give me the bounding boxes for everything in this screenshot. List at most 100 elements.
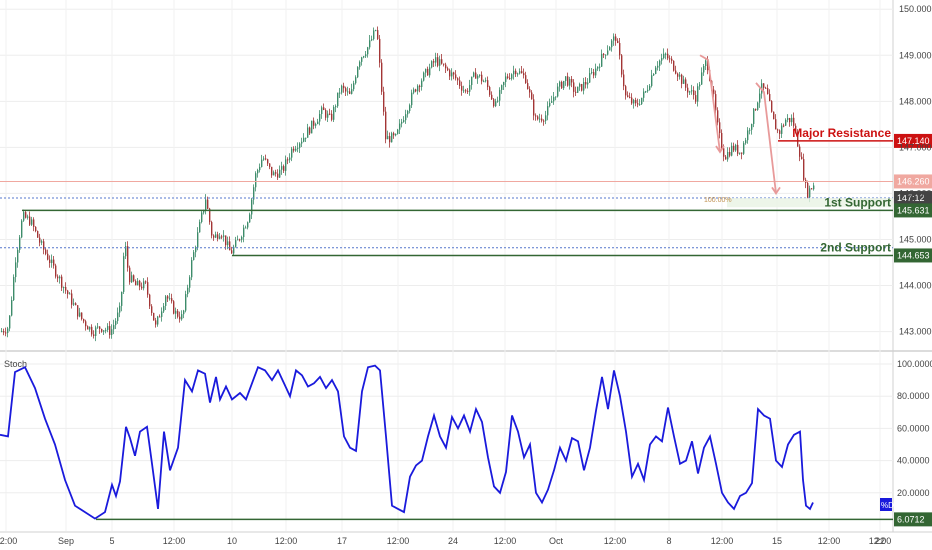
candle-body-up <box>387 136 389 140</box>
candle-body-down <box>669 58 671 60</box>
candle-body-up <box>483 81 485 83</box>
candle-body-up <box>255 173 257 188</box>
level-price-badge <box>894 248 932 263</box>
candle-body-up <box>359 61 361 68</box>
candle-body-down <box>239 239 241 241</box>
stoch-panel-label: Stoch <box>4 359 27 369</box>
candle-body-down <box>389 136 391 143</box>
candle-body-down <box>763 83 765 88</box>
candle-body-up <box>813 185 815 190</box>
candle-body-up <box>417 85 419 92</box>
candle-body-up <box>355 77 357 84</box>
candle-body-up <box>639 104 641 106</box>
candle-body-down <box>687 87 689 93</box>
candle-body-up <box>19 237 21 250</box>
candle-body-up <box>157 316 159 325</box>
candle-body-up <box>319 114 321 122</box>
candle-body-down <box>521 71 523 74</box>
candle-body-up <box>305 137 307 139</box>
candle-body-up <box>613 36 615 41</box>
candle-body-up <box>553 97 555 102</box>
candle-body-up <box>605 54 607 56</box>
time-tick-label: 12:00 <box>869 536 892 546</box>
candle-body-down <box>379 38 381 63</box>
candle-body-up <box>781 125 783 134</box>
candle-body-down <box>793 117 795 126</box>
candle-body-down <box>575 91 577 93</box>
candle-body-up <box>705 60 707 67</box>
candle-body-down <box>55 265 57 277</box>
candle-body-down <box>573 82 575 92</box>
time-tick-label: 22 <box>875 536 885 546</box>
candle-body-down <box>217 234 219 239</box>
candle-body-up <box>161 311 163 317</box>
candle-body-up <box>647 89 649 92</box>
candle-body-up <box>399 123 401 130</box>
candle-body-up <box>1 331 3 333</box>
candle-body-down <box>65 287 67 291</box>
candle-body-up <box>747 130 749 141</box>
candle-body-down <box>377 30 379 39</box>
candle-body-up <box>409 105 411 111</box>
candle-body-down <box>83 318 85 322</box>
candle-body-up <box>731 145 733 156</box>
level-label: Major Resistance <box>792 126 891 140</box>
candle-body-up <box>451 72 453 77</box>
candle-body-down <box>287 159 289 161</box>
candle-body-up <box>689 91 691 93</box>
candle-body-down <box>715 94 717 111</box>
candle-body-down <box>777 129 779 131</box>
candle-body-down <box>459 80 461 86</box>
candle-body-down <box>765 87 767 89</box>
stoch-tick-label: 20.0000 <box>897 488 930 498</box>
candle-body-up <box>73 303 75 305</box>
reference-price-badge <box>894 174 932 189</box>
level-price-badge-label: 147.140 <box>897 136 930 146</box>
level-price-badge <box>894 203 932 218</box>
candle-body-up <box>577 86 579 93</box>
candle-body-down <box>713 89 715 95</box>
candle-body-down <box>349 91 351 94</box>
candle-body-up <box>407 110 409 115</box>
candle-body-down <box>91 326 93 335</box>
candle-body-down <box>35 226 37 232</box>
candle-body-up <box>327 113 329 118</box>
candle-body-down <box>53 259 55 266</box>
candle-body-up <box>89 326 91 330</box>
axes[interactable]: 143.000 144.000 145.000 146.000 147.000 148.0… <box>0 4 932 546</box>
candle-body-down <box>437 57 439 66</box>
candle-body-down <box>433 61 435 63</box>
candle-body-up <box>107 326 109 330</box>
candle-body-down <box>415 89 417 92</box>
candle-body-down <box>43 241 45 250</box>
candle-body-down <box>37 231 39 238</box>
candle-body-down <box>385 111 387 140</box>
price-tick-label: 148.000 <box>899 96 932 106</box>
candle-body-up <box>579 83 581 87</box>
price-candles <box>1 26 815 342</box>
candle-body-up <box>227 241 229 246</box>
candle-body-up <box>13 277 15 301</box>
candle-body-down <box>445 64 447 69</box>
candle-body-down <box>561 81 563 89</box>
stoch-d-tag-label: %D <box>881 501 894 510</box>
candle-body-up <box>251 199 253 215</box>
candle-body-up <box>513 70 515 75</box>
candle-body-down <box>475 72 477 79</box>
candle-body-up <box>601 53 603 67</box>
stoch-tick-label: 80.0000 <box>897 391 930 401</box>
candle-body-down <box>603 53 605 55</box>
candle-body-up <box>351 89 353 94</box>
candle-body-down <box>99 326 101 329</box>
candle-body-down <box>769 93 771 102</box>
candle-body-up <box>247 222 249 228</box>
candle-body-up <box>701 72 703 85</box>
candle-body-up <box>785 119 787 126</box>
candle-body-down <box>543 120 545 122</box>
candle-body-up <box>193 252 195 261</box>
candle-body-down <box>449 70 451 77</box>
candle-body-down <box>795 125 797 132</box>
candle-body-down <box>811 188 813 190</box>
candle-body-up <box>347 91 349 93</box>
candle-body-down <box>493 99 495 107</box>
